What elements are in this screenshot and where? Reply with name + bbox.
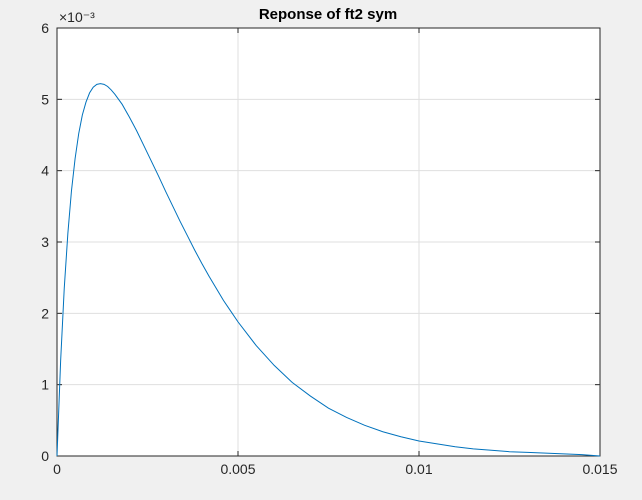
y-tick-label: 5 [41, 91, 49, 107]
x-tick-label: 0 [53, 461, 61, 477]
x-tick-labels: 0 0.005 0.01 0.015 [53, 461, 618, 477]
y-tick-label: 4 [41, 163, 49, 179]
y-tick-label: 2 [41, 305, 49, 321]
y-scale-exponent: ×10⁻³ [59, 9, 95, 25]
y-tick-label: 0 [41, 448, 49, 464]
y-tick-label: 6 [41, 20, 49, 36]
series-line [56, 83, 601, 457]
y-tick-labels: 0 1 2 3 4 5 6 [41, 20, 49, 464]
x-tick-label: 0.015 [582, 461, 617, 477]
y-tick-label: 1 [41, 377, 49, 393]
x-tick-label: 0.005 [220, 461, 255, 477]
y-tick-label: 3 [41, 234, 49, 250]
chart-title: Reponse of ft2 sym [259, 6, 397, 23]
grid-lines [57, 28, 600, 456]
x-tick-label: 0.01 [405, 461, 432, 477]
